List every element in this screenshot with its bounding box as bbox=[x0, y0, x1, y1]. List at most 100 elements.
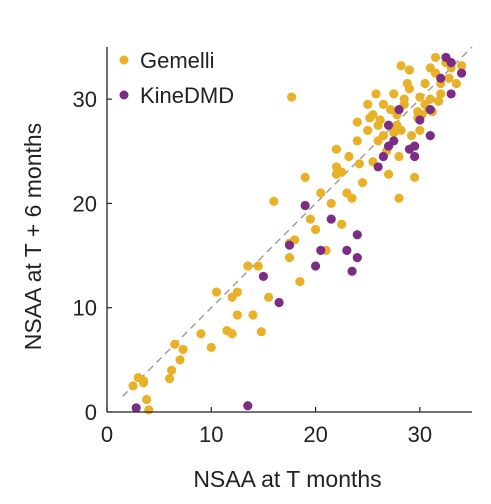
data-point-kinedmd bbox=[410, 141, 420, 151]
x-axis-title: NSAA at T months bbox=[193, 466, 381, 492]
data-point-gemelli bbox=[331, 144, 342, 154]
data-point-gemelli bbox=[363, 99, 373, 109]
data-point-kinedmd bbox=[456, 68, 467, 78]
data-point-gemelli bbox=[310, 224, 321, 235]
y-axis-title: NSAA at T + 6 months bbox=[20, 123, 46, 350]
data-point-gemelli bbox=[396, 61, 406, 71]
data-point-kinedmd bbox=[243, 401, 253, 411]
x-tick-label: 10 bbox=[199, 422, 223, 447]
y-tick-label: 30 bbox=[73, 87, 97, 112]
data-point-kinedmd bbox=[342, 245, 352, 255]
data-point-gemelli bbox=[392, 120, 402, 130]
data-point-gemelli bbox=[352, 117, 362, 127]
ticks-layer: 0 10 20 30 0 10 20 30 bbox=[73, 87, 433, 447]
data-point-kinedmd bbox=[446, 58, 456, 68]
data-point-gemelli bbox=[354, 159, 364, 169]
data-point-kinedmd bbox=[274, 297, 284, 308]
series-kinedmd bbox=[131, 52, 467, 413]
data-point-gemelli bbox=[371, 89, 381, 99]
data-point-gemelli bbox=[415, 125, 425, 136]
data-point-gemelli bbox=[404, 84, 415, 94]
data-point-gemelli bbox=[248, 310, 258, 320]
data-point-kinedmd bbox=[300, 200, 310, 211]
legend-label-kinedmd: KineDMD bbox=[140, 83, 234, 108]
data-point-gemelli bbox=[394, 193, 404, 203]
data-point-gemelli bbox=[286, 92, 297, 102]
x-tick-label: 30 bbox=[408, 422, 432, 447]
legend-marker-gemelli bbox=[119, 55, 129, 65]
data-point-kinedmd bbox=[425, 131, 435, 141]
data-point-gemelli bbox=[389, 89, 399, 99]
legend-label-gemelli: Gemelli bbox=[140, 48, 215, 73]
identity-line bbox=[122, 46, 473, 397]
data-point-kinedmd bbox=[326, 214, 336, 224]
y-tick-label: 0 bbox=[85, 400, 97, 425]
data-point-gemelli bbox=[175, 355, 185, 365]
data-point-gemelli bbox=[253, 261, 263, 271]
legend-marker-kinedmd bbox=[119, 90, 129, 100]
data-point-gemelli bbox=[425, 94, 435, 104]
data-point-gemelli bbox=[347, 193, 357, 203]
data-point-kinedmd bbox=[316, 245, 326, 255]
data-point-gemelli bbox=[264, 292, 274, 302]
data-point-gemelli bbox=[284, 253, 295, 263]
data-point-gemelli bbox=[420, 78, 430, 89]
data-point-gemelli bbox=[128, 381, 138, 391]
x-tick-label: 0 bbox=[101, 422, 113, 447]
data-point-gemelli bbox=[305, 214, 315, 224]
data-point-gemelli bbox=[232, 287, 242, 297]
data-point-gemelli bbox=[326, 198, 336, 209]
data-point-gemelli bbox=[410, 172, 420, 182]
data-point-gemelli bbox=[444, 73, 454, 83]
data-point-gemelli bbox=[142, 394, 152, 405]
data-point-gemelli bbox=[344, 151, 354, 162]
data-point-gemelli bbox=[389, 127, 399, 138]
data-point-gemelli bbox=[394, 151, 404, 162]
data-point-gemelli bbox=[378, 99, 388, 109]
data-point-gemelli bbox=[375, 115, 385, 125]
data-point-gemelli bbox=[316, 188, 326, 198]
y-tick-label: 10 bbox=[73, 296, 97, 321]
legend: Gemelli KineDMD bbox=[119, 48, 234, 108]
data-point-gemelli bbox=[430, 52, 441, 63]
data-point-kinedmd bbox=[258, 271, 269, 282]
data-point-kinedmd bbox=[284, 240, 295, 250]
data-point-gemelli bbox=[337, 167, 347, 177]
data-point-gemelli bbox=[227, 329, 237, 339]
data-point-gemelli bbox=[451, 78, 461, 89]
data-point-gemelli bbox=[243, 261, 253, 271]
data-point-kinedmd bbox=[383, 120, 394, 130]
data-point-kinedmd bbox=[436, 73, 446, 83]
data-point-kinedmd bbox=[310, 261, 321, 271]
data-point-kinedmd bbox=[378, 151, 388, 162]
data-point-gemelli bbox=[170, 339, 180, 349]
identity-reference-line-layer bbox=[122, 46, 473, 397]
axes-layer bbox=[106, 47, 472, 413]
data-point-gemelli bbox=[269, 196, 279, 206]
data-point-gemelli bbox=[300, 172, 310, 182]
data-point-kinedmd bbox=[389, 136, 399, 146]
data-point-kinedmd bbox=[410, 151, 420, 162]
data-point-gemelli bbox=[363, 125, 373, 136]
data-point-gemelli bbox=[436, 89, 446, 99]
data-point-gemelli bbox=[383, 169, 394, 179]
data-points-layer bbox=[128, 52, 467, 415]
data-point-gemelli bbox=[378, 131, 388, 141]
data-point-gemelli bbox=[456, 61, 467, 71]
y-tick-label: 20 bbox=[73, 191, 97, 216]
data-point-gemelli bbox=[415, 92, 425, 102]
data-point-gemelli bbox=[406, 131, 417, 141]
data-point-kinedmd bbox=[347, 266, 357, 276]
data-point-kinedmd bbox=[131, 403, 141, 413]
x-tick-label: 20 bbox=[303, 422, 327, 447]
data-point-gemelli bbox=[178, 344, 188, 355]
data-point-gemelli bbox=[144, 405, 154, 415]
data-point-kinedmd bbox=[425, 104, 435, 115]
data-point-gemelli bbox=[404, 65, 415, 75]
data-point-gemelli bbox=[256, 327, 266, 337]
data-point-gemelli bbox=[295, 277, 305, 287]
data-point-gemelli bbox=[386, 104, 396, 115]
data-point-gemelli bbox=[352, 136, 362, 146]
data-point-kinedmd bbox=[352, 253, 362, 263]
